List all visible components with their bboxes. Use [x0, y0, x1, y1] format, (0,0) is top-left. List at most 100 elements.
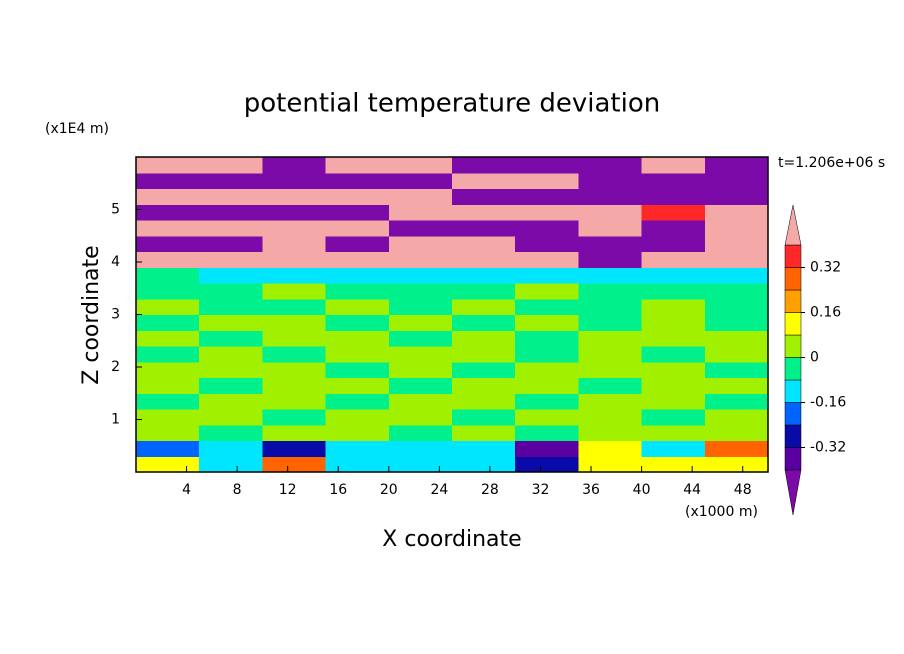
contour-cell: [578, 188, 643, 205]
contour-cell: [325, 361, 390, 378]
contour-cell: [262, 377, 327, 394]
contour-cell: [136, 361, 200, 378]
contour-cell: [199, 409, 263, 426]
contour-cell: [578, 361, 643, 378]
contour-cell: [199, 298, 263, 315]
contour-cell: [704, 298, 769, 315]
contour-cell: [262, 235, 327, 252]
y-tick-label: 5: [111, 202, 120, 218]
y-unit-label: (x1E4 m): [45, 121, 109, 137]
contour-cell: [578, 204, 643, 221]
contour-cell: [199, 235, 263, 252]
colorbar-extend-high: [784, 204, 802, 246]
contour-cell: [578, 298, 643, 315]
contour-cell: [452, 330, 516, 347]
contour-cell: [262, 188, 327, 205]
contour-cell: [136, 251, 200, 268]
contour-cell: [325, 330, 390, 347]
contour-cell: [136, 172, 200, 189]
contour-cell: [641, 440, 706, 457]
contour-cell: [199, 188, 263, 205]
contour-cell: [515, 424, 579, 441]
contour-cell: [136, 314, 200, 331]
contour-cell: [388, 330, 453, 347]
contour-cell: [199, 424, 263, 441]
contour-cell: [452, 424, 516, 441]
y-tick-label: 2: [111, 359, 120, 375]
contour-cell: [704, 172, 769, 189]
y-tick-label: 4: [111, 254, 120, 270]
contour-cell: [262, 298, 327, 315]
contour-cell: [704, 440, 769, 457]
contour-cell: [136, 220, 200, 237]
contour-cell: [136, 204, 200, 221]
contour-cell: [452, 298, 516, 315]
colorbar-box: [784, 289, 802, 313]
contour-cell: [325, 440, 390, 457]
contour-cell: [515, 456, 579, 473]
contour-cell: [325, 188, 390, 205]
contour-cell: [136, 267, 200, 284]
colorbar-box: [784, 244, 802, 268]
contour-cell: [388, 346, 453, 363]
contour-cell: [515, 346, 579, 363]
x-tick-label: 40: [633, 482, 651, 498]
contour-cell: [388, 172, 453, 189]
contour-cell: [199, 361, 263, 378]
contour-cell: [262, 346, 327, 363]
contour-cell: [199, 157, 263, 174]
contour-cell: [515, 440, 579, 457]
contour-cell: [262, 157, 327, 174]
contour-cell: [578, 424, 643, 441]
contour-cell: [578, 235, 643, 252]
contour-cell: [641, 361, 706, 378]
contour-cell: [641, 377, 706, 394]
contour-cell: [262, 361, 327, 378]
contour-cell: [704, 157, 769, 174]
contour-cell: [578, 251, 643, 268]
colorbar-extend-low: [784, 469, 802, 516]
contour-cell: [325, 235, 390, 252]
contour-cell: [641, 204, 706, 221]
contour-cell: [388, 220, 453, 237]
x-tick-label: 28: [481, 482, 499, 498]
contour-cell: [704, 251, 769, 268]
contour-cell: [515, 409, 579, 426]
contour-cell: [136, 377, 200, 394]
contour-cell: [199, 172, 263, 189]
contour-cell: [641, 267, 706, 284]
contour-cell: [452, 361, 516, 378]
contour-cell: [136, 157, 200, 174]
contour-cell: [641, 330, 706, 347]
colorbar-tick-label: -0.16: [810, 395, 846, 411]
contour-cell: [262, 330, 327, 347]
contour-cell: [704, 330, 769, 347]
contour-cell: [199, 456, 263, 473]
x-tick-label: 16: [329, 482, 347, 498]
contour-cell: [136, 235, 200, 252]
contour-cell: [515, 393, 579, 410]
contour-cell: [136, 188, 200, 205]
contour-cell: [199, 267, 263, 284]
contour-cell: [452, 393, 516, 410]
contour-cell: [515, 251, 579, 268]
contour-cell: [388, 361, 453, 378]
contour-cell: [515, 361, 579, 378]
contour-cell: [578, 440, 643, 457]
colorbar-box: [784, 267, 802, 291]
contour-cell: [136, 440, 200, 457]
contour-cell: [515, 220, 579, 237]
contour-cell: [388, 204, 453, 221]
contour-cell: [325, 346, 390, 363]
contour-cell: [136, 283, 200, 300]
contour-cell: [136, 298, 200, 315]
contour-cell: [199, 283, 263, 300]
colorbar-tick-label: 0.16: [810, 305, 841, 321]
contour-cell: [388, 157, 453, 174]
contour-cell: [388, 393, 453, 410]
contour-cell: [578, 377, 643, 394]
contour-cell: [325, 377, 390, 394]
contour-cell: [262, 267, 327, 284]
contour-cell: [388, 235, 453, 252]
